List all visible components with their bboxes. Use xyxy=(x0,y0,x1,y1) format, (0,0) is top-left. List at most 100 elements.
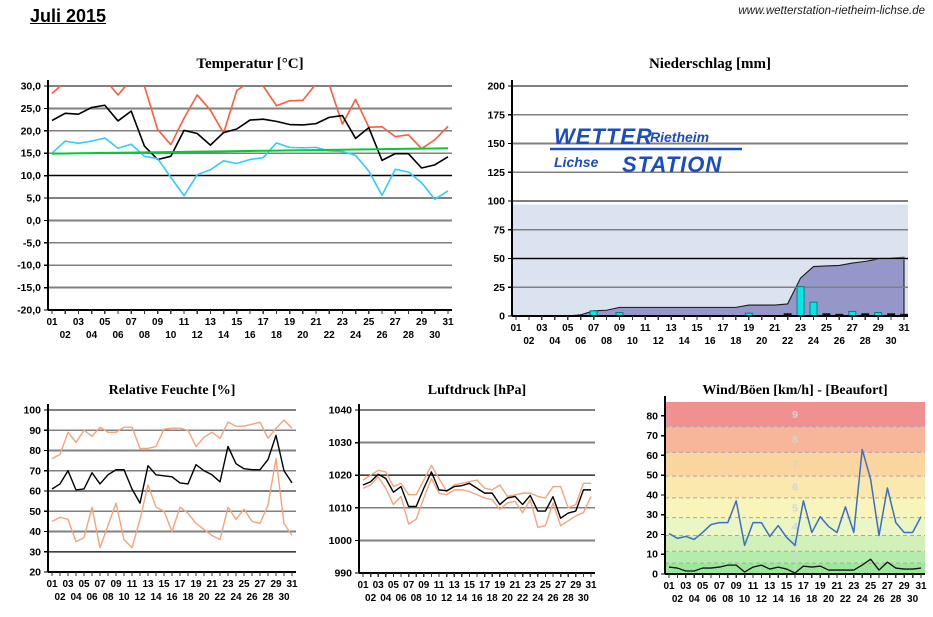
page-title: Juli 2015 xyxy=(30,6,107,26)
y-tick-label: 150 xyxy=(487,138,505,150)
x-day-label: 13 xyxy=(205,317,217,328)
x-day-label: 23 xyxy=(848,581,860,592)
series-temp-mittel xyxy=(51,104,449,169)
x-day-label: 23 xyxy=(795,323,807,334)
x-day-label: 11 xyxy=(748,581,759,592)
x-day-label: 13 xyxy=(449,580,461,591)
y-tick-label: 25 xyxy=(493,282,505,294)
series-group xyxy=(51,85,449,201)
x-day-label: 28 xyxy=(262,592,274,603)
y-tick-label: 30,0 xyxy=(21,81,42,93)
precip-dash xyxy=(861,313,870,316)
y-tick-label: 100 xyxy=(23,405,41,417)
x-day-label: 24 xyxy=(230,592,242,603)
x-day-label: 26 xyxy=(376,330,388,341)
logo-rietheim: Rietheim xyxy=(650,129,709,145)
y-tick-label: 30 xyxy=(29,546,41,558)
precip-bar xyxy=(796,286,805,317)
y-tick-label: 60 xyxy=(646,450,658,462)
logo-wetter: WETTER xyxy=(554,124,653,149)
y-tick-label: 1040 xyxy=(329,405,353,417)
x-day-label: 08 xyxy=(601,336,613,347)
x-day-label: 29 xyxy=(873,323,885,334)
x-day-label: 08 xyxy=(411,593,423,604)
feuchte-svg: 100 90 80 70 60 50 40 30 20 01 03 05 07 09 11 13 15 17 19 2… xyxy=(23,383,298,603)
x-day-label: 17 xyxy=(258,317,270,328)
x-day-label: 07 xyxy=(126,317,138,328)
series-wind-mittel xyxy=(668,558,922,574)
x-day-label: 29 xyxy=(270,579,282,590)
x-day-label: 06 xyxy=(86,592,98,603)
y-tick-label: -20,0 xyxy=(17,305,41,317)
x-day-label: 02 xyxy=(523,336,535,347)
x-day-label: 12 xyxy=(134,592,146,603)
y-tick-label: 20,0 xyxy=(21,125,42,137)
y-tick-label: 50 xyxy=(493,253,505,265)
y-tick-label: 0,0 xyxy=(26,215,41,227)
x-day-label: 09 xyxy=(152,317,164,328)
precip-area xyxy=(516,256,905,317)
beaufort-band xyxy=(665,517,925,536)
site-url: www.wetterstation-rietheim-lichse.de xyxy=(738,5,925,17)
series-druck-mittel xyxy=(362,471,591,519)
x-day-label: 02 xyxy=(672,594,684,605)
x-day-label: 29 xyxy=(570,580,582,591)
x-day-label: 24 xyxy=(532,593,544,604)
x-day-label: 19 xyxy=(815,581,827,592)
x-day-label: 04 xyxy=(380,593,392,604)
y-tick-label: 200 xyxy=(487,81,505,93)
x-day-label: 10 xyxy=(627,336,639,347)
x-day-label: 07 xyxy=(403,580,415,591)
series-temp-min xyxy=(51,137,449,201)
y-tick-label: 70 xyxy=(29,465,41,477)
x-day-label: 18 xyxy=(271,330,283,341)
x-day-label: 01 xyxy=(46,579,58,590)
x-day-label: 07 xyxy=(714,581,726,592)
y-tick-label: 100 xyxy=(487,196,505,208)
beaufort-band xyxy=(665,563,925,574)
x-day-label: 03 xyxy=(73,317,85,328)
x-day-label: 12 xyxy=(192,330,204,341)
beaufort-label: 4 xyxy=(792,521,798,533)
x-day-label: 15 xyxy=(158,579,170,590)
x-day-label: 11 xyxy=(434,580,445,591)
y-tick-label: 90 xyxy=(29,425,41,437)
x-day-label: 13 xyxy=(666,323,678,334)
x-day-label: 18 xyxy=(806,594,818,605)
y-tick-label: 75 xyxy=(493,224,505,236)
precip-dash xyxy=(783,313,792,316)
y-tick-label: 5,0 xyxy=(26,193,41,205)
beaufort-label: 6 xyxy=(792,482,798,494)
beaufort-label: 7 xyxy=(792,459,798,471)
y-tick-label: 0 xyxy=(652,569,658,581)
x-day-label: 01 xyxy=(46,317,58,328)
x-day-label: 18 xyxy=(182,592,194,603)
x-day-label: 20 xyxy=(198,592,210,603)
series-group xyxy=(362,464,592,529)
x-day-label: 18 xyxy=(487,593,499,604)
x-day-label: 19 xyxy=(284,317,296,328)
x-day-label: 27 xyxy=(882,581,894,592)
niederschlag-svg: 2001751501251007550250WETTERRietheimLich… xyxy=(487,56,910,347)
series-temp-langjaehrig xyxy=(51,147,449,155)
beaufort-label: 5 xyxy=(792,502,798,514)
x-day-label: 02 xyxy=(60,330,72,341)
x-day-label: 27 xyxy=(847,323,859,334)
x-day-label: 04 xyxy=(70,592,82,603)
chart-title: Temperatur [°C] xyxy=(196,56,303,72)
x-day-label: 29 xyxy=(899,581,911,592)
x-day-label: 13 xyxy=(142,579,154,590)
x-day-label: 16 xyxy=(789,594,801,605)
x-day-label: 10 xyxy=(426,593,438,604)
x-day-label: 03 xyxy=(62,579,74,590)
x-day-label: 27 xyxy=(555,580,567,591)
x-day-label: 08 xyxy=(102,592,114,603)
x-day-label: 19 xyxy=(494,580,506,591)
x-day-label: 25 xyxy=(363,317,375,328)
x-day-label: 17 xyxy=(798,581,810,592)
y-tick-label: -5,0 xyxy=(23,237,41,249)
y-tick-label: 80 xyxy=(29,445,41,457)
x-day-label: 06 xyxy=(575,336,587,347)
